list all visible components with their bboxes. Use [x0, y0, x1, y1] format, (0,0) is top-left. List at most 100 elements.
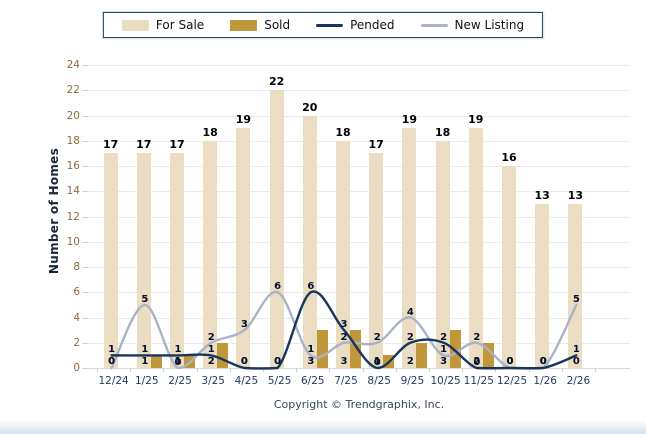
for-sale-value-label: 19	[235, 113, 252, 127]
sold-value-label: 0	[108, 356, 116, 367]
x-axis-tick	[495, 368, 497, 372]
new-listing-value-label: 0	[174, 357, 182, 368]
x-axis-tick	[429, 368, 430, 372]
for-sale-value-label: 18	[202, 125, 218, 139]
y-tick-label: 18	[66, 134, 80, 147]
gridline	[88, 65, 630, 66]
pended-value-label: 1	[572, 344, 580, 356]
y-tick	[82, 90, 88, 92]
y-tick-label: 10	[66, 235, 80, 248]
x-axis-tick	[130, 368, 132, 372]
pended-value-label: 1	[141, 344, 149, 356]
sold-value-label: 0	[572, 356, 580, 367]
x-tick-label: 9/25	[400, 375, 425, 387]
x-axis-tick	[561, 368, 563, 372]
legend-label: New Listing	[454, 18, 525, 32]
x-axis-tick	[395, 368, 397, 372]
y-tick-label: 24	[66, 59, 80, 71]
x-tick-label: 1/25	[135, 375, 159, 387]
y-tick-label: 12	[66, 210, 80, 223]
for-sale-swatch-icon	[121, 19, 149, 31]
x-tick-label: 1/26	[533, 375, 557, 387]
x-axis-tick	[229, 368, 231, 372]
gridline	[88, 140, 630, 142]
for-sale-bar	[302, 115, 317, 368]
y-tick	[82, 317, 88, 319]
new-listing-value-label: 2	[473, 331, 481, 343]
y-tick	[82, 115, 88, 117]
new-listing-value-label: 3	[240, 319, 248, 331]
new-listing-value-label: 5	[141, 293, 149, 305]
y-tick-label: 14	[66, 185, 80, 198]
x-axis-tick	[462, 368, 464, 372]
for-sale-value-label: 17	[102, 138, 119, 152]
y-tick	[82, 166, 88, 167]
pended-swatch-icon	[316, 23, 344, 27]
pended-value-label: 1	[207, 344, 215, 356]
pended-value-label: 1	[174, 344, 182, 356]
legend: For Sale Sold Pended New Listing	[102, 12, 544, 38]
new-listing-value-label: 1	[307, 344, 315, 356]
y-tick	[82, 241, 88, 243]
for-sale-value-label: 22	[268, 75, 285, 89]
new-listing-value-label: 6	[274, 281, 282, 293]
gridline	[88, 267, 630, 268]
y-tick-label: 8	[73, 261, 80, 273]
legend-item-for-sale: For Sale	[121, 18, 205, 32]
x-axis-tick	[329, 368, 331, 372]
y-tick	[82, 216, 88, 218]
x-axis-tick	[97, 368, 98, 372]
for-sale-value-label: 19	[401, 113, 418, 127]
y-tick-label: 2	[73, 336, 80, 349]
for-sale-value-label: 16	[501, 151, 517, 164]
for-sale-value-label: 18	[335, 125, 351, 139]
y-tick	[82, 267, 88, 268]
x-axis-tick	[263, 368, 264, 372]
for-sale-bar	[136, 153, 151, 368]
legend-label: For Sale	[155, 18, 205, 32]
sold-value-label: 3	[340, 356, 348, 367]
gridline	[88, 115, 630, 117]
x-axis-tick	[362, 368, 364, 372]
legend-item-sold: Sold	[230, 18, 290, 32]
x-tick-label: 12/25	[496, 375, 528, 387]
for-sale-value-label: 18	[434, 125, 451, 139]
y-tick-label: 16	[66, 160, 80, 172]
new-listing-value-label: 2	[373, 331, 381, 343]
legend-item-pended: Pended	[316, 18, 395, 32]
for-sale-value-label: 19	[468, 113, 484, 127]
sold-value-label: 3	[440, 356, 448, 367]
for-sale-bar	[170, 153, 184, 368]
legend-label: Pended	[350, 18, 395, 32]
pended-value-label: 0	[473, 357, 481, 368]
x-tick-label: 2/25	[168, 375, 192, 387]
new-listing-value-label: 5	[572, 293, 580, 305]
for-sale-value-label: 13	[534, 188, 550, 202]
pended-value-label: 0	[506, 356, 514, 367]
new-listing-value-label: 1	[440, 344, 448, 356]
sold-value-label: 0	[539, 356, 547, 367]
y-tick-label: 4	[73, 311, 80, 324]
for-sale-value-label: 17	[368, 138, 384, 152]
x-tick-label: 12/24	[98, 375, 129, 387]
x-tick-label: 4/25	[234, 375, 259, 387]
for-sale-value-label: 17	[136, 138, 152, 152]
new-listing-swatch-icon	[420, 23, 448, 27]
y-tick	[82, 140, 88, 142]
pended-value-label: 0	[240, 356, 248, 367]
y-tick-label: 22	[66, 84, 80, 97]
gridline	[88, 368, 630, 369]
for-sale-bar	[535, 203, 550, 368]
for-sale-value-label: 17	[169, 138, 185, 152]
gridline	[88, 166, 630, 167]
x-axis-tick	[595, 368, 596, 372]
copyright-footer: Copyright © Trendgraphix, Inc.	[273, 398, 445, 411]
new-listing-value-label: 0	[108, 356, 116, 367]
sold-value-label: 1	[373, 356, 381, 367]
sold-value-label: 0	[274, 356, 282, 367]
y-tick	[82, 191, 88, 193]
x-axis-tick	[296, 368, 298, 372]
sold-value-label: 0	[240, 356, 248, 367]
y-tick	[82, 368, 88, 369]
